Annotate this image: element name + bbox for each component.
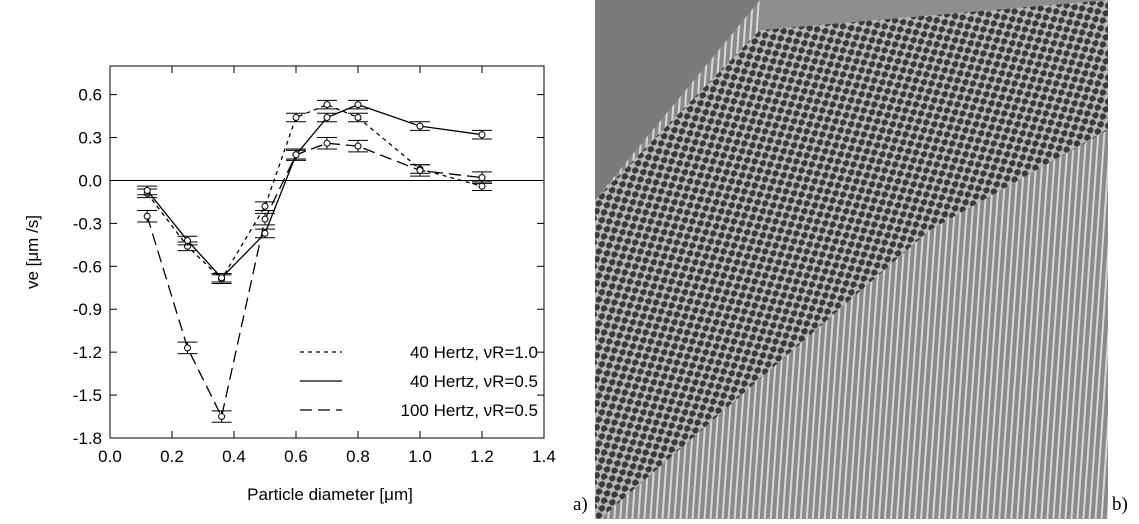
data-point — [261, 215, 269, 223]
data-point — [143, 212, 151, 220]
data-point — [478, 182, 486, 190]
data-point — [184, 344, 191, 352]
y-tick-label: -1.8 — [73, 429, 102, 448]
data-point — [292, 114, 300, 122]
legend-label: 100 Hertz, νR=0.5 — [401, 401, 539, 420]
panel-label: a) — [573, 494, 588, 515]
data-point — [354, 101, 362, 109]
data-point — [323, 101, 331, 109]
data-point — [416, 122, 424, 130]
y-tick-label: 0.0 — [78, 171, 102, 190]
y-tick-label: -0.6 — [73, 257, 102, 276]
x-tick-label: 1.0 — [408, 447, 432, 466]
x-axis-label: Particle diameter [μm] — [247, 485, 413, 504]
panel-label: b) — [1112, 494, 1128, 515]
y-tick-label: 0.6 — [78, 86, 102, 105]
data-point — [292, 151, 300, 159]
y-tick-label: -1.5 — [73, 386, 102, 405]
data-point — [478, 174, 486, 182]
x-tick-label: 0.2 — [160, 447, 184, 466]
x-tick-label: 0.0 — [98, 447, 122, 466]
data-point — [184, 237, 191, 245]
y-tick-label: -1.2 — [73, 343, 102, 362]
plot-frame — [109, 65, 545, 439]
x-tick-label: 0.4 — [222, 447, 246, 466]
data-point — [261, 202, 269, 210]
data-point — [218, 413, 226, 421]
data-point — [323, 114, 331, 122]
y-tick-label: -0.3 — [73, 214, 102, 233]
data-point — [478, 131, 486, 139]
data-point — [143, 186, 151, 194]
y-tick-label: -0.9 — [73, 300, 102, 319]
x-tick-label: 1.2 — [470, 447, 494, 466]
legend-label: 40 Hertz, νR=1.0 — [410, 343, 538, 362]
data-point — [416, 166, 424, 174]
data-point — [354, 114, 362, 122]
data-point — [218, 274, 226, 282]
data-point — [323, 139, 331, 147]
x-tick-label: 0.8 — [346, 447, 370, 466]
x-tick-label: 1.4 — [532, 447, 556, 466]
y-axis-label: ve [μm /s] — [23, 215, 42, 289]
data-point — [354, 142, 362, 150]
y-tick-label: 0.3 — [78, 129, 102, 148]
x-tick-label: 0.6 — [284, 447, 308, 466]
series-line — [146, 103, 483, 279]
sem-image — [595, 0, 1108, 519]
series-line — [146, 103, 483, 281]
legend-label: 40 Hertz, νR=0.5 — [410, 372, 538, 391]
